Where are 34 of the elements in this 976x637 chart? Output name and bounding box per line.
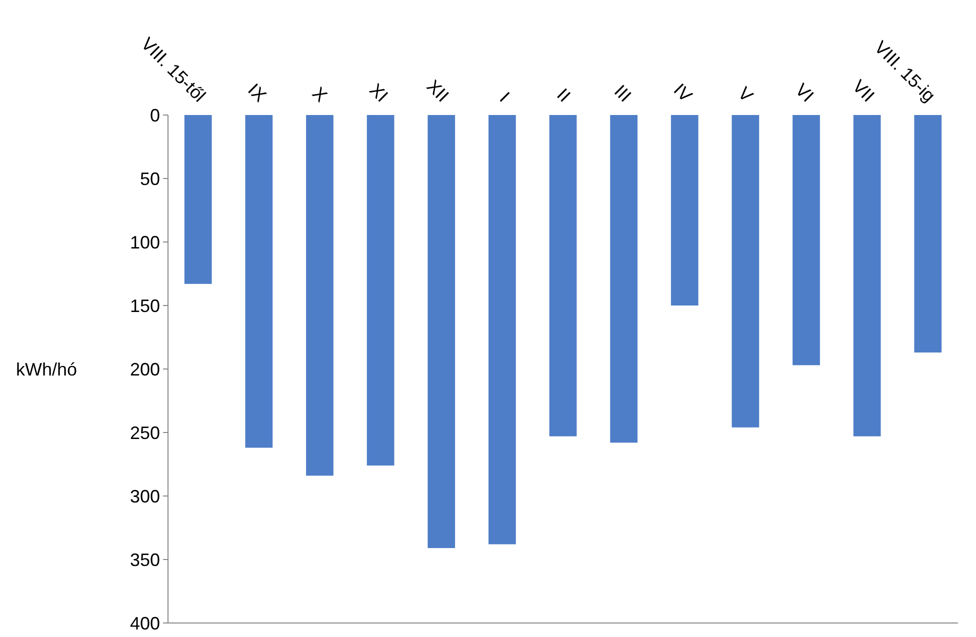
bar [914,115,942,352]
x-tick-label: VII [848,76,878,106]
x-tick-label: XI [366,80,392,106]
bar [792,115,820,366]
bar [853,115,881,436]
y-tick-label: 150 [130,296,160,316]
y-tick-label: 50 [140,168,160,189]
x-tick-label: XII [422,76,453,106]
x-tick-label: VI [791,80,818,106]
y-tick-label: 400 [130,613,160,634]
y-tick-label: 250 [130,422,160,443]
y-tick-label: 100 [130,232,160,252]
bar [428,115,456,548]
x-tick-label: IV [670,80,696,106]
bar [549,115,577,436]
x-tick-label: II [553,84,574,106]
y-tick-label: 0 [150,105,160,126]
bar [670,115,698,306]
bar [610,115,638,443]
y-tick-label: 350 [130,550,160,570]
x-tick-label: III [610,81,636,106]
bar [306,115,334,476]
y-axis-title: kWh/hó [16,359,78,380]
bar [184,115,212,284]
bar [245,115,273,448]
bar [488,115,516,544]
bar [366,115,394,466]
bar [732,115,760,428]
x-tick-label: IX [244,80,270,106]
x-tick-label: X [308,83,332,106]
x-tick-label: V [734,83,757,106]
y-tick-label: 300 [130,486,160,506]
x-tick-label: I [496,88,514,106]
y-tick-label: 200 [130,359,160,380]
